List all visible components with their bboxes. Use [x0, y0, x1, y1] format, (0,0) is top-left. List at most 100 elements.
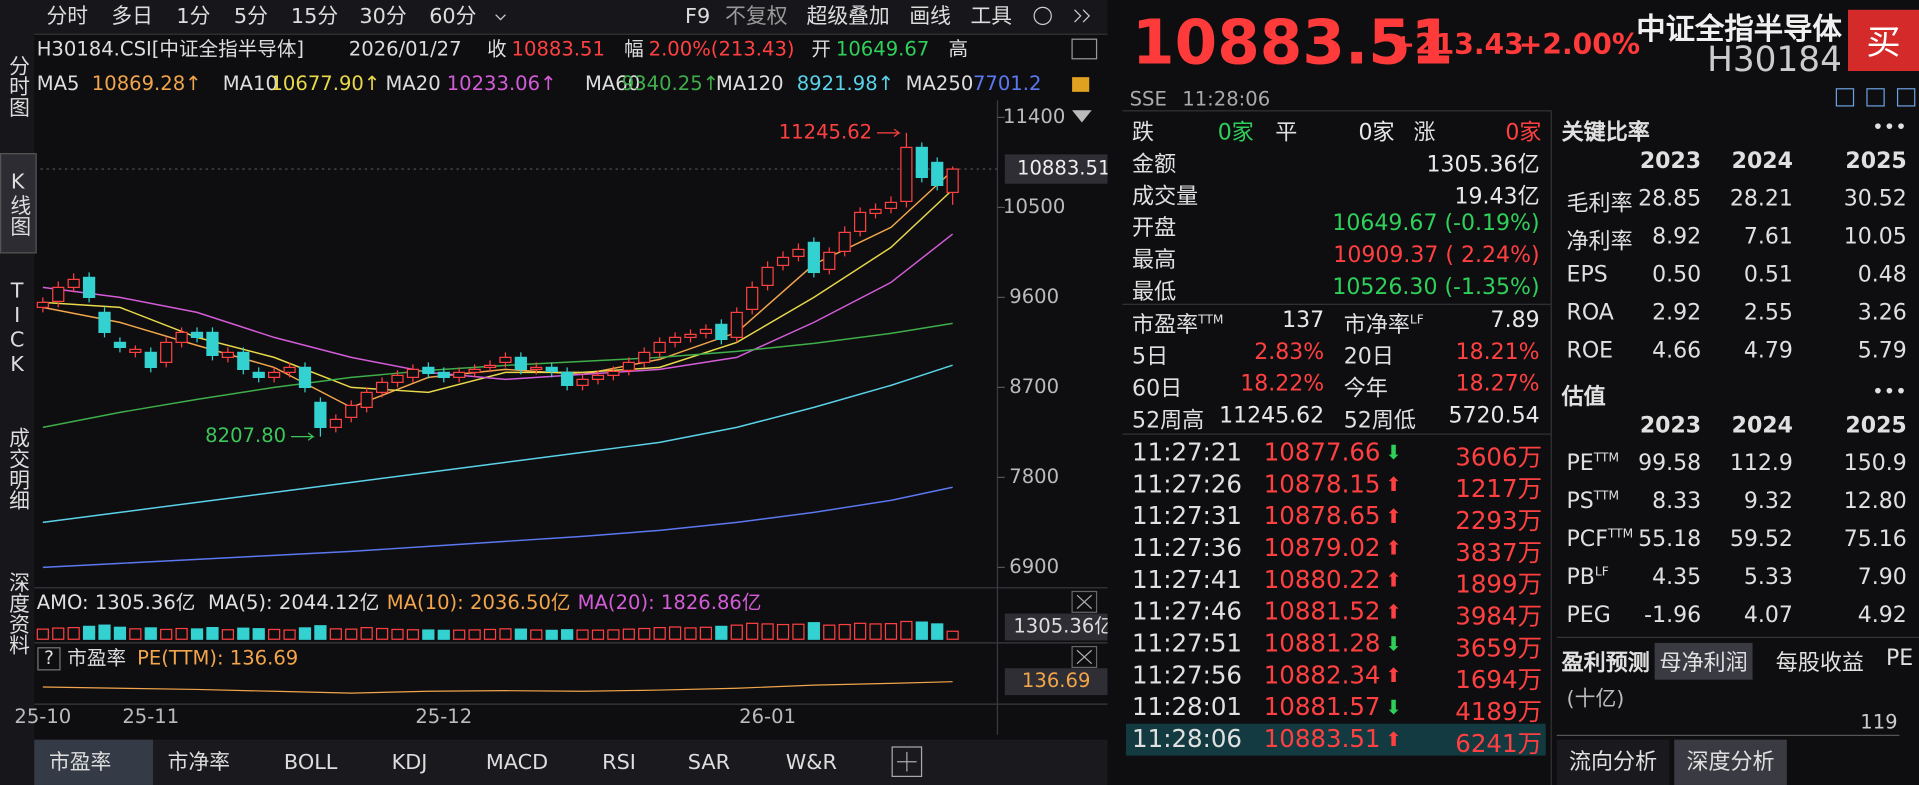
period-tab[interactable]: 分时: [47, 4, 89, 28]
volume-bar: [468, 629, 481, 640]
row-value: 59.52: [1729, 526, 1793, 553]
indicator-tab[interactable]: 市净率: [168, 750, 230, 774]
forecast-tab[interactable]: PE: [1885, 645, 1914, 672]
ma-name: MA60: [585, 72, 640, 95]
candle-body: [345, 404, 358, 418]
tick-dir: ⬆: [1385, 568, 1402, 592]
tick-time: 11:28:01: [1132, 691, 1242, 722]
indicator-tab[interactable]: BOLL: [284, 750, 338, 774]
volume-bar: [884, 623, 898, 640]
more[interactable]: •••: [1872, 115, 1907, 139]
side-tab[interactable]: 分时图: [4, 54, 29, 117]
candle-body: [252, 371, 265, 378]
side-tab[interactable]: 深度资料: [4, 571, 29, 655]
x-tick-label: 25-10: [14, 705, 71, 728]
close-icon[interactable]: [1071, 590, 1098, 613]
tool-tab[interactable]: 不复权: [725, 4, 788, 28]
ma-value: 10233.06↑: [447, 72, 557, 95]
stat-label: 最高: [1132, 247, 1177, 274]
period-tab[interactable]: 60分: [429, 4, 476, 28]
forecast-tab[interactable]: 每股收益: [1775, 650, 1864, 676]
side-tab[interactable]: TICK: [4, 278, 30, 377]
section-title: 估值: [1561, 384, 1606, 411]
tick-volume: 3837万: [1455, 537, 1543, 567]
panel-icon[interactable]: [1866, 88, 1885, 107]
candle-body: [499, 356, 512, 363]
row-value: 8.92: [1652, 224, 1702, 250]
settings-icon[interactable]: [1033, 6, 1052, 26]
stat-label: 60日: [1132, 375, 1183, 402]
row-value: 2.55: [1743, 300, 1793, 326]
panel-tab[interactable]: 深度分析: [1674, 739, 1787, 785]
candle-body: [761, 266, 774, 287]
time: 11:28:06: [1182, 86, 1271, 111]
indicator-tab[interactable]: SAR: [688, 750, 730, 774]
close-icon[interactable]: [1076, 594, 1093, 610]
superscript: LF: [1409, 313, 1424, 327]
row-label: PEG: [1566, 602, 1611, 629]
add-tab[interactable]: [897, 751, 917, 772]
tool-tab[interactable]: 画线: [909, 4, 951, 28]
side-tab[interactable]: K线图: [0, 153, 37, 254]
stat-value: 137: [1282, 307, 1325, 334]
tool-tab[interactable]: 工具: [971, 4, 1013, 28]
superscript: TTM: [1593, 451, 1620, 466]
candle-body: [314, 401, 327, 428]
tool-tab[interactable]: F9: [685, 4, 710, 28]
indicator-tab[interactable]: KDJ: [392, 750, 428, 774]
indicator-tab[interactable]: MACD: [486, 750, 548, 774]
candle-body: [591, 374, 605, 380]
candle-body: [129, 348, 142, 353]
close-icon[interactable]: [1071, 645, 1098, 669]
volume-bar: [607, 629, 620, 640]
volume-bar: [761, 623, 774, 640]
breadth-value: 0家: [1217, 120, 1254, 146]
exchange: SSE: [1129, 86, 1167, 111]
period-tab[interactable]: 30分: [359, 4, 406, 28]
panel-icon[interactable]: [1896, 88, 1916, 107]
candle-body: [653, 341, 666, 353]
indicator-tab[interactable]: W&R: [786, 750, 837, 774]
row-value: 12.80: [1843, 488, 1907, 515]
y-tick-label: 7800: [1009, 465, 1059, 488]
year: 2025: [1845, 412, 1907, 439]
breadth-value: 0家: [1505, 120, 1542, 146]
row-value: 10.05: [1843, 224, 1907, 250]
tick-price: 10878.65: [1263, 500, 1381, 531]
more-icon[interactable]: [495, 14, 506, 21]
y-tick-label: 9600: [1009, 285, 1059, 308]
volume-bar: [746, 622, 759, 640]
volume-bar: [129, 628, 142, 640]
forecast-tab[interactable]: 母净利润: [1654, 642, 1753, 680]
candle-body: [113, 341, 127, 348]
tick-dir: ⬆: [1385, 536, 1402, 560]
panel-tab[interactable]: 流向分析: [1556, 739, 1670, 785]
volume-bar: [576, 629, 589, 640]
candle-body: [468, 368, 481, 373]
side-tab[interactable]: 成交明细: [4, 426, 29, 511]
tool-tab[interactable]: 超级叠加: [807, 4, 890, 28]
more[interactable]: •••: [1872, 379, 1907, 403]
row-value: 5.79: [1857, 337, 1907, 364]
indicator-tab[interactable]: 市盈率: [49, 750, 111, 774]
candle-body: [283, 366, 296, 373]
add-tab[interactable]: [891, 746, 923, 778]
icon[interactable]: [1071, 38, 1098, 60]
volume-bar: [622, 628, 635, 640]
volume-label: MA(5): 2044.12亿: [208, 591, 379, 614]
row-label: ROA: [1566, 300, 1614, 326]
period-tab[interactable]: 多日: [111, 4, 153, 28]
expand-icon[interactable]: [1074, 9, 1091, 23]
tick-price: 10882.34: [1263, 660, 1381, 690]
tick-volume: 4189万: [1455, 696, 1543, 727]
period-tab[interactable]: 5分: [234, 4, 268, 28]
period-tab[interactable]: 15分: [291, 4, 338, 28]
x-tick-label: 26-01: [739, 705, 796, 728]
tick-volume: 1899万: [1455, 569, 1543, 599]
period-tab[interactable]: 1分: [176, 4, 210, 28]
buy-button[interactable]: 买: [1848, 9, 1919, 72]
dropdown-icon[interactable]: [1072, 110, 1092, 123]
close-icon[interactable]: [1076, 649, 1093, 665]
indicator-tab[interactable]: RSI: [602, 750, 636, 774]
panel-icon[interactable]: [1835, 88, 1855, 107]
